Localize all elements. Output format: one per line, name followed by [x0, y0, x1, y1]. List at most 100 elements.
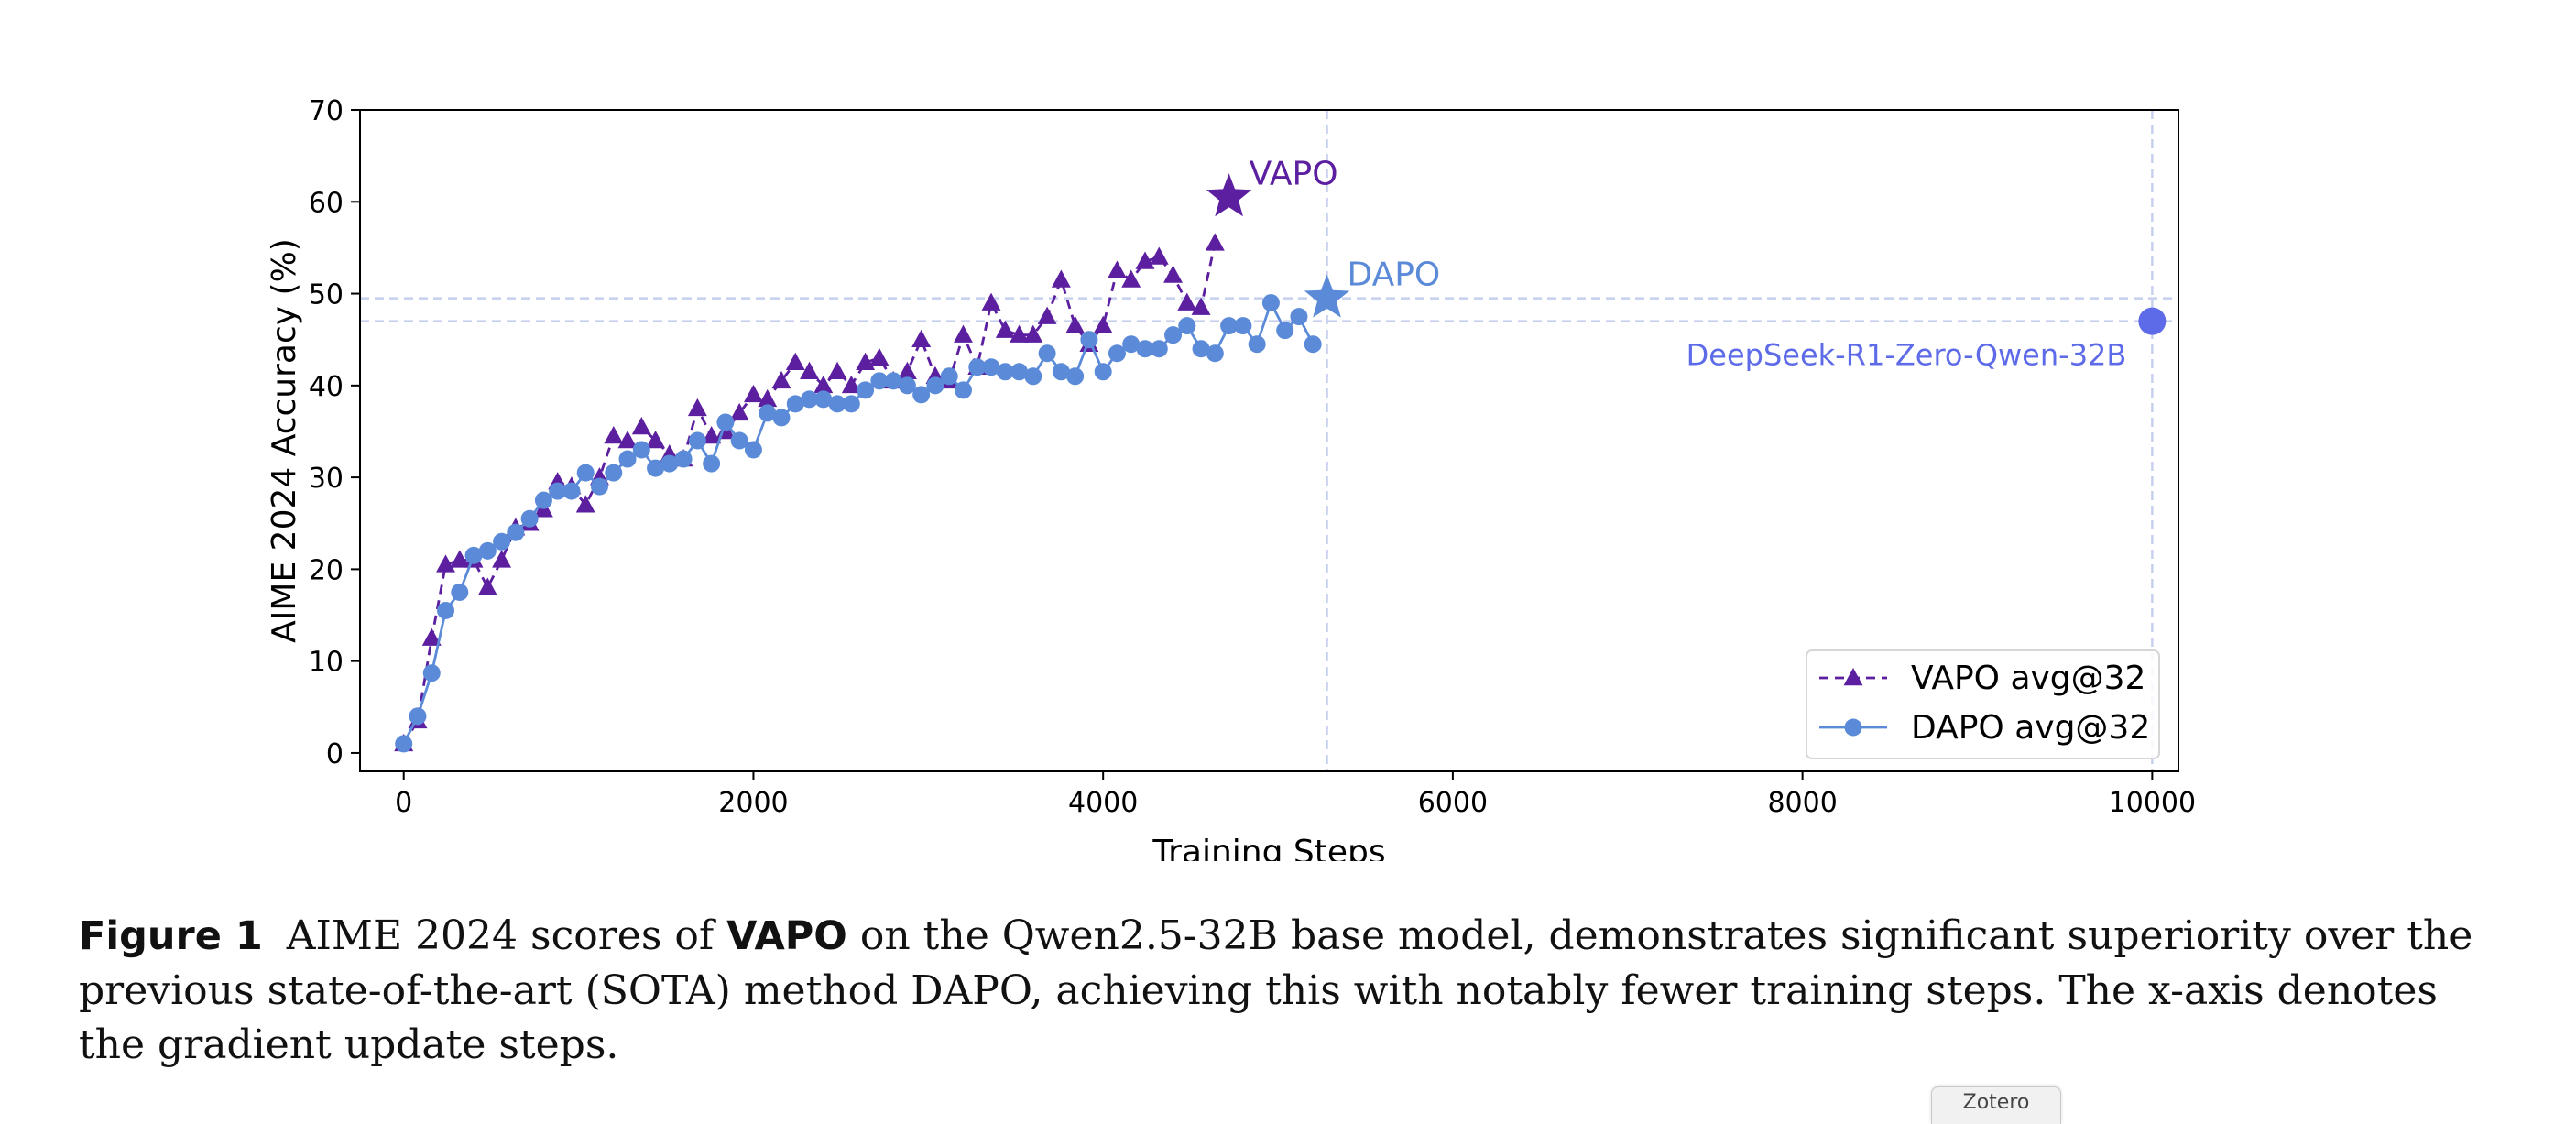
- series-0-point: [995, 320, 1015, 338]
- legend-label-0: VAPO avg@32: [1911, 660, 2145, 697]
- caption-method-name: VAPO: [726, 913, 847, 959]
- series-0-point: [1093, 315, 1113, 333]
- series-0-point: [1037, 306, 1057, 324]
- series-1-point: [674, 450, 693, 468]
- zotero-tab-button[interactable]: Zotero: [1931, 1086, 2061, 1124]
- series-1-point: [688, 431, 706, 450]
- series-1-point: [478, 541, 497, 560]
- series-0-point: [981, 292, 1001, 311]
- series-0-point: [800, 361, 819, 380]
- series-1-point: [1220, 317, 1239, 335]
- series-0-point: [771, 370, 791, 389]
- series-0-point: [1163, 265, 1183, 283]
- series-1-point: [996, 363, 1014, 381]
- series-0-point: [1121, 269, 1141, 288]
- series-1-point: [968, 358, 987, 376]
- x-tick-label: 0: [395, 787, 412, 819]
- series-0-point: [604, 425, 624, 444]
- x-axis-ticks: 0 2000 4000 6000 8000 10000: [395, 771, 2196, 819]
- caption-text-part1: AIME 2024 scores of: [273, 912, 727, 959]
- series-1-point: [1080, 331, 1098, 349]
- series-1-point: [786, 395, 804, 413]
- y-tick-label: 50: [309, 279, 344, 311]
- legend-swatch-marker-0: [1843, 668, 1863, 686]
- series-1-point: [1150, 340, 1168, 358]
- series-1-point: [437, 602, 455, 620]
- series-1-point: [534, 491, 552, 509]
- series-1-point: [1304, 335, 1322, 354]
- series-1-point: [562, 482, 581, 500]
- series-0-point: [702, 425, 722, 444]
- highlight-layer: VAPO DAPO DeepSeek-R1-Zero-Qwen-32B: [1206, 155, 2167, 373]
- series-1-point: [716, 413, 735, 431]
- series-1-point: [828, 395, 846, 413]
- series-1-point: [1178, 317, 1196, 335]
- series-0-point: [1191, 297, 1211, 315]
- series-1-point: [1108, 344, 1126, 363]
- x-tick-label: 2000: [718, 787, 788, 819]
- series-1-point: [647, 459, 665, 477]
- series-0-point: [1051, 269, 1071, 288]
- figure-label: Figure 1: [79, 913, 263, 959]
- series-1-point: [801, 390, 819, 409]
- series-1-point: [507, 523, 525, 541]
- series-1-point: [576, 464, 595, 482]
- series-0-point: [617, 431, 638, 449]
- series-0-point: [421, 627, 442, 646]
- series-1-point: [744, 441, 762, 459]
- legend-swatch-marker-1: [1844, 718, 1862, 737]
- highlight-label-2: DeepSeek-R1-Zero-Qwen-32B: [1686, 338, 2127, 373]
- chart-legend: VAPO avg@32 DAPO avg@32: [1806, 649, 2160, 759]
- highlight-star-1: [1304, 274, 1350, 318]
- series-0-point: [743, 384, 763, 403]
- caption-text-part2: on the Qwen2.5-32B base model, demonstra…: [79, 912, 2473, 1068]
- series-0-point: [450, 550, 470, 568]
- series-1-point: [759, 404, 777, 422]
- series-0-point: [1107, 260, 1127, 278]
- series-0-point: [477, 577, 497, 595]
- highlight-point-2: [2138, 307, 2167, 335]
- y-tick-label: 40: [309, 371, 344, 403]
- series-0-point: [758, 388, 778, 408]
- series-0-point: [911, 329, 932, 347]
- y-tick-label: 70: [309, 95, 344, 127]
- series-1-point: [926, 376, 944, 395]
- x-tick-label: 6000: [1418, 787, 1488, 819]
- highlight-label-0: VAPO: [1250, 155, 1338, 192]
- aime-accuracy-chart: VAPO DAPO DeepSeek-R1-Zero-Qwen-32B 0 2000 4…: [266, 95, 2196, 861]
- y-tick-label: 20: [309, 554, 344, 586]
- series-0-point: [785, 352, 805, 371]
- series-0-point: [687, 398, 707, 417]
- x-tick-label: 4000: [1068, 787, 1138, 819]
- y-axis-label: AIME 2024 Accuracy (%): [266, 238, 303, 643]
- series-1-point: [1248, 335, 1266, 354]
- series-0-point: [841, 375, 861, 394]
- series-0-point: [1205, 233, 1225, 251]
- x-tick-label: 8000: [1767, 787, 1837, 819]
- series-0-point: [1177, 292, 1197, 311]
- series-0-point: [646, 431, 666, 449]
- series-1-point: [814, 390, 833, 409]
- series-0-point: [436, 554, 455, 573]
- series-1-point: [660, 454, 679, 473]
- series-0-point: [1065, 315, 1086, 333]
- series-1-point: [1038, 344, 1056, 363]
- series-1-point: [1206, 344, 1224, 363]
- series-1-point: [409, 707, 427, 726]
- y-axis-ticks: 0 10 20 30 40 50 60 70: [309, 95, 360, 770]
- x-tick-label: 10000: [2109, 787, 2196, 819]
- series-1-point: [870, 372, 889, 390]
- series-1-point: [1066, 367, 1085, 386]
- series-1-point: [1024, 367, 1042, 386]
- series-0-point: [575, 495, 595, 513]
- series-1-point: [898, 376, 916, 395]
- y-tick-label: 0: [326, 738, 344, 770]
- y-tick-label: 30: [309, 463, 344, 495]
- series-1-point: [493, 532, 511, 551]
- series-1-point: [590, 477, 608, 496]
- series-1-point: [1122, 335, 1141, 354]
- series-1-point: [842, 395, 860, 413]
- legend-label-1: DAPO avg@32: [1911, 709, 2150, 747]
- series-1-point: [884, 372, 902, 390]
- series-0-point: [869, 347, 890, 366]
